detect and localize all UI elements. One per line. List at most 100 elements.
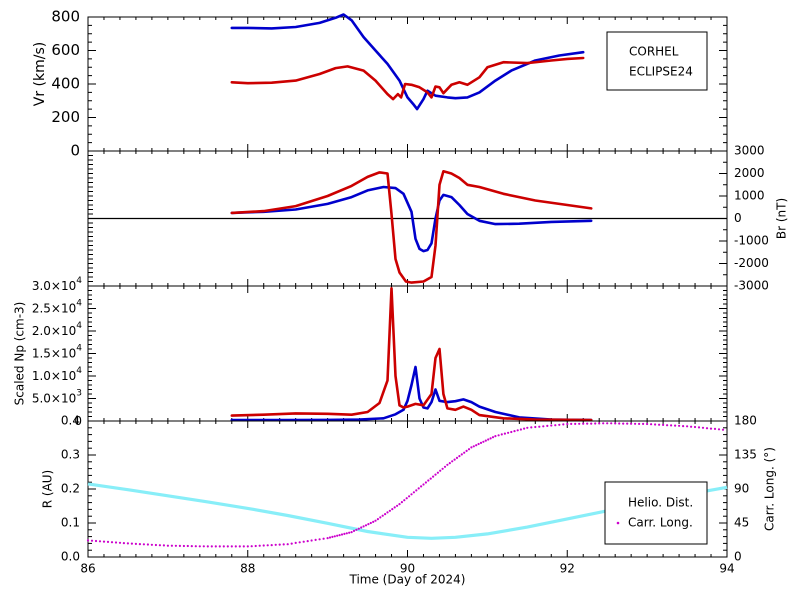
orbit-carr-series-point	[693, 425, 697, 429]
orbit-panel-ytick-label-right: 180	[734, 414, 757, 428]
orbit-carr-series-point	[453, 458, 456, 461]
orbit-carr-series-point	[302, 540, 305, 543]
orbit-carr-series-point	[182, 544, 185, 548]
vr-panel-series-line	[230, 13, 585, 111]
orbit-carr-series-point	[658, 423, 661, 426]
orbit-carr-series-point	[491, 436, 495, 439]
orbit-carr-series-point	[566, 422, 569, 426]
np-ytick-exponent: 4	[76, 321, 82, 331]
orbit-legend-marker	[616, 521, 620, 525]
orbit-carr-series-point	[558, 423, 561, 426]
np-ytick-exponent: 4	[76, 298, 82, 308]
orbit-carr-series-point	[670, 424, 673, 427]
orbit-carr-series-point	[513, 430, 516, 433]
orbit-carr-series-point	[138, 543, 141, 546]
orbit-carr-series-point	[510, 430, 513, 434]
orbit-carr-series-point	[114, 541, 118, 544]
orbit-carr-series-point	[443, 465, 447, 468]
orbit-carr-series-point	[432, 475, 435, 478]
orbit-carr-series-point	[238, 545, 241, 548]
orbit-carr-series-point	[290, 542, 293, 545]
br-panel-ytick-label-right: 3000	[734, 144, 765, 158]
orbit-carr-series-point	[118, 541, 122, 544]
np-ytick-mantissa: 0	[74, 414, 82, 428]
orbit-carr-series-point	[482, 440, 485, 443]
orbit-carr-series-point	[586, 422, 589, 425]
orbit-ylabel-right: Carr. Long. (°)	[763, 447, 777, 531]
orbit-carr-series-point	[214, 545, 217, 548]
orbit-carr-series-point	[274, 543, 277, 546]
orbit-carr-series-point	[422, 483, 425, 486]
br-panel-ytick-label-right: 0	[734, 211, 742, 225]
orbit-carr-series-point	[348, 531, 351, 534]
orbit-carr-series-point	[336, 534, 339, 537]
br-ylabel: Br (nT)	[775, 198, 789, 239]
orbit-carr-series-point	[350, 531, 353, 534]
orbit-carr-series-point	[364, 524, 368, 527]
np-ytick-label: 1.5×104	[32, 343, 82, 360]
orbit-carr-series-point	[465, 449, 468, 452]
x-axis-label: Time (Day of 2024)	[349, 573, 466, 587]
orbit-carr-series-point	[262, 544, 265, 547]
orbit-carr-series-point	[475, 444, 478, 447]
orbit-carr-series-point	[618, 422, 621, 425]
np-ytick-mantissa: 5.0×10	[32, 391, 76, 405]
np-ytick-label: 2.5×104	[32, 298, 82, 315]
orbit-carr-series-point	[507, 431, 510, 434]
orbit-carr-series-point	[717, 428, 721, 431]
orbit-carr-series-point	[98, 540, 102, 543]
orbit-carr-series-point	[94, 539, 98, 543]
orbit-carr-series-point	[338, 534, 341, 537]
orbit-carr-series-point	[258, 544, 261, 547]
vr-panel-series-line	[230, 56, 585, 101]
orbit-carr-series-point	[614, 422, 617, 425]
orbit-carr-series-point	[331, 535, 334, 539]
br-panel-ytick-label-right: 1000	[734, 189, 765, 203]
np-ytick-label: 5.0×103	[32, 388, 82, 405]
np-ytick-mantissa: 2.5×10	[32, 301, 76, 315]
orbit-carr-series-point	[174, 544, 177, 547]
vr-panel-ytick-label: 400	[51, 75, 80, 93]
orbit-carr-series-point	[400, 501, 403, 504]
orbit-xtick-label: 86	[80, 562, 95, 576]
orbit-carr-series-point	[448, 462, 451, 465]
orbit-carr-series-point	[472, 445, 475, 448]
vr-legend-frame	[606, 31, 708, 91]
orbit-carr-series-point	[429, 477, 432, 480]
orbit-carr-series-point	[678, 424, 681, 427]
orbit-legend-entry: Carr. Long.	[628, 516, 693, 530]
orbit-carr-series-point	[246, 545, 249, 548]
orbit-carr-series-point	[266, 544, 269, 547]
orbit-carr-series-point	[562, 423, 565, 426]
orbit-carr-series-point	[333, 535, 336, 538]
orbit-carr-series-point	[642, 422, 645, 425]
orbit-carr-series-point	[477, 442, 480, 446]
orbit-carr-series-point	[343, 532, 346, 536]
orbit-carr-series-point	[701, 426, 705, 429]
orbit-carr-series-point	[516, 429, 519, 432]
orbit-carr-series-point	[158, 544, 161, 547]
orbit-carr-series-point	[436, 471, 439, 474]
orbit-panel-ytick-label: 0.2	[61, 482, 80, 496]
orbit-carr-series-point	[574, 422, 577, 425]
orbit-carr-series-point	[122, 542, 125, 545]
np-ytick-exponent: 4	[76, 366, 82, 376]
orbit-xtick-label: 90	[400, 562, 415, 576]
orbit-carr-series-point	[374, 519, 377, 522]
br-panel-series-line	[230, 170, 593, 284]
orbit-carr-series-point	[622, 422, 625, 425]
orbit-carr-series-point	[494, 435, 497, 438]
orbit-carr-series-point	[467, 448, 471, 451]
orbit-carr-series-point	[582, 422, 585, 425]
orbit-carr-series-point	[523, 427, 526, 430]
orbit-legend-frame	[604, 481, 708, 545]
orbit-ylabel-left: R (AU)	[41, 470, 55, 509]
orbit-carr-series-point	[415, 489, 418, 492]
orbit-carr-series-point	[310, 539, 313, 542]
orbit-carr-series-point	[417, 487, 420, 490]
orbit-carr-series-point	[391, 508, 394, 511]
orbit-carr-series-point	[410, 493, 413, 496]
orbit-carr-series-point	[538, 425, 541, 428]
